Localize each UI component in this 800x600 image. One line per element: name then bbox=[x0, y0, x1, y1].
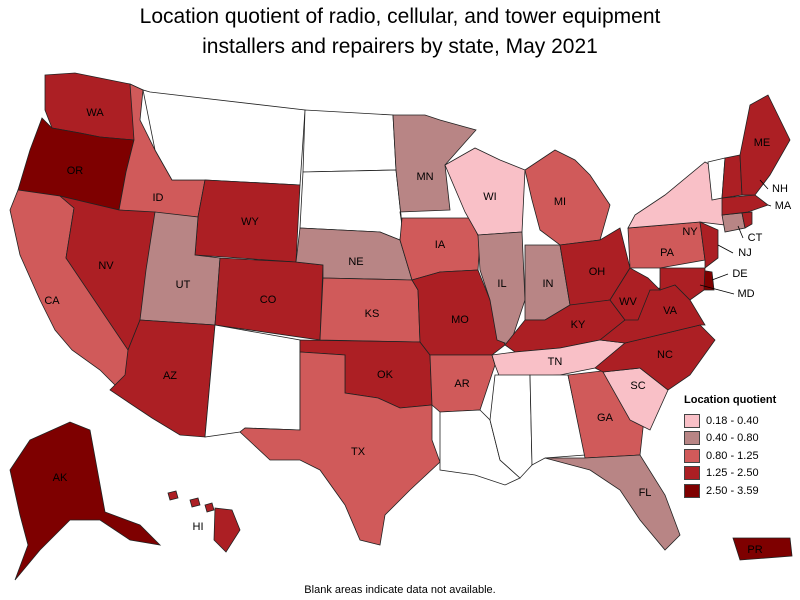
state-label-ok: OK bbox=[377, 369, 394, 381]
state-fl[interactable] bbox=[544, 454, 681, 551]
state-md[interactable] bbox=[659, 267, 706, 301]
state-ma[interactable] bbox=[721, 194, 769, 216]
state-label-ga: GA bbox=[597, 412, 614, 424]
legend-label: 2.50 - 3.59 bbox=[706, 484, 759, 497]
state-nj[interactable] bbox=[699, 221, 719, 269]
state-wy[interactable] bbox=[194, 179, 301, 263]
state-label-mi: MI bbox=[554, 196, 566, 208]
state-me[interactable] bbox=[739, 94, 791, 196]
state-label-wy: WY bbox=[241, 216, 259, 228]
legend-swatch bbox=[684, 483, 700, 498]
state-label-ak: AK bbox=[53, 472, 68, 484]
state-label-ma: MA bbox=[775, 200, 792, 212]
legend-item: 0.80 - 1.25 bbox=[684, 447, 796, 465]
state-nd[interactable] bbox=[302, 109, 397, 173]
map-title-line-1: Location quotient of radio, cellular, an… bbox=[139, 5, 661, 28]
state-label-hi: HI bbox=[193, 521, 204, 533]
state-pr[interactable] bbox=[732, 537, 793, 561]
state-il[interactable] bbox=[477, 231, 526, 346]
state-label-ky: KY bbox=[571, 319, 586, 331]
state-label-co: CO bbox=[260, 294, 277, 306]
state-label-nh: NH bbox=[772, 183, 788, 195]
state-label-or: OR bbox=[67, 165, 84, 177]
map-title: Location quotient of radio, cellular, an… bbox=[0, 2, 800, 62]
state-nh[interactable] bbox=[721, 154, 743, 199]
state-label-me: ME bbox=[754, 137, 771, 149]
legend-label: 0.18 - 0.40 bbox=[706, 414, 759, 427]
state-hi[interactable] bbox=[213, 507, 241, 553]
state-label-nv: NV bbox=[98, 260, 114, 272]
state-al[interactable] bbox=[529, 374, 586, 466]
state-label-oh: OH bbox=[589, 266, 606, 278]
legend-item: 0.40 - 0.80 bbox=[684, 430, 796, 448]
state-label-sc: SC bbox=[630, 380, 645, 392]
state-label-tn: TN bbox=[548, 356, 563, 368]
state-mi[interactable] bbox=[524, 149, 611, 246]
hawaii-island bbox=[204, 502, 215, 513]
legend-swatch bbox=[684, 466, 700, 481]
state-wv[interactable] bbox=[609, 267, 661, 321]
state-label-ca: CA bbox=[44, 295, 60, 307]
state-label-wi: WI bbox=[483, 191, 496, 203]
legend-item: 0.18 - 0.40 bbox=[684, 412, 796, 430]
legend-label: 0.40 - 0.80 bbox=[706, 432, 759, 445]
state-label-id: ID bbox=[153, 192, 164, 204]
state-label-pa: PA bbox=[660, 247, 675, 259]
state-ct[interactable] bbox=[721, 212, 746, 233]
state-label-nj: NJ bbox=[738, 247, 751, 259]
state-label-ar: AR bbox=[454, 378, 469, 390]
state-label-mn: MN bbox=[416, 171, 433, 183]
state-label-ne: NE bbox=[348, 256, 363, 268]
state-mt[interactable] bbox=[142, 89, 306, 186]
state-label-nc: NC bbox=[657, 349, 673, 361]
state-label-az: AZ bbox=[163, 370, 177, 382]
legend-item: 2.50 - 3.59 bbox=[684, 482, 796, 500]
state-label-ct: CT bbox=[748, 232, 763, 244]
state-tx[interactable] bbox=[239, 351, 441, 546]
state-label-ia: IA bbox=[435, 239, 446, 251]
hawaii-island bbox=[167, 490, 179, 501]
legend-label: 1.25 - 2.50 bbox=[706, 467, 759, 480]
legend-item: 1.25 - 2.50 bbox=[684, 465, 796, 483]
state-ak[interactable] bbox=[9, 421, 162, 581]
state-nm[interactable] bbox=[204, 324, 301, 438]
state-label-ny: NY bbox=[682, 226, 698, 238]
legend-swatch bbox=[684, 413, 700, 428]
state-label-wv: WV bbox=[619, 296, 637, 308]
state-mn[interactable] bbox=[392, 114, 477, 226]
label-leader-line bbox=[767, 204, 772, 207]
legend-label: 0.80 - 1.25 bbox=[706, 449, 759, 462]
state-label-de: DE bbox=[732, 268, 747, 280]
label-leader-line bbox=[759, 179, 769, 190]
state-label-pr: PR bbox=[747, 544, 762, 556]
label-leader-line bbox=[711, 273, 729, 281]
label-leader-line bbox=[737, 225, 744, 239]
state-label-ut: UT bbox=[176, 279, 191, 291]
state-label-fl: FL bbox=[639, 487, 652, 499]
state-wi[interactable] bbox=[444, 147, 526, 236]
legend-swatch bbox=[684, 448, 700, 463]
footnote: Blank areas indicate data not available. bbox=[304, 584, 496, 596]
label-leader-line bbox=[699, 284, 735, 295]
state-label-ks: KS bbox=[365, 308, 380, 320]
state-mo[interactable] bbox=[411, 269, 506, 356]
legend: Location quotient 0.18 - 0.40 0.40 - 0.80… bbox=[684, 394, 796, 500]
state-label-va: VA bbox=[663, 305, 678, 317]
label-leader-line bbox=[717, 244, 734, 254]
state-label-md: MD bbox=[737, 288, 754, 300]
state-label-tx: TX bbox=[351, 446, 366, 458]
state-ri[interactable] bbox=[741, 211, 753, 229]
state-label-mo: MO bbox=[451, 314, 469, 326]
map-title-line-2: installers and repairers by state, May 2… bbox=[202, 35, 598, 58]
state-label-il: IL bbox=[497, 278, 506, 290]
legend-swatch bbox=[684, 431, 700, 446]
state-label-wa: WA bbox=[86, 107, 104, 119]
legend-title: Location quotient bbox=[684, 394, 777, 406]
hawaii-island bbox=[189, 497, 201, 508]
state-label-in: IN bbox=[543, 278, 554, 290]
